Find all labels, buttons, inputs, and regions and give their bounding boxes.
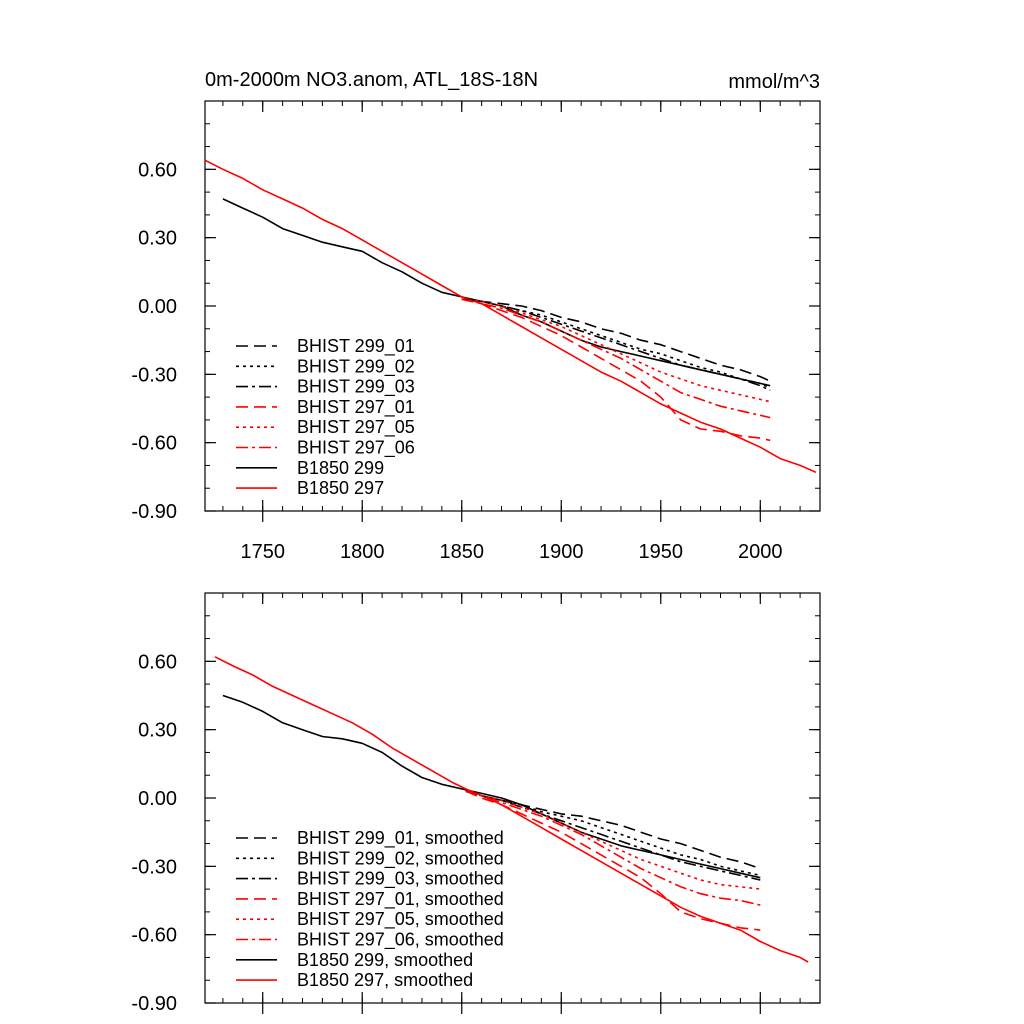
x-tick-label: 1800: [340, 541, 385, 563]
y-tick-label: 0.30: [138, 228, 177, 250]
chart-title: 0m-2000m NO3.anom, ATL_18S-18N: [205, 69, 538, 91]
x-tick-label: 1750: [240, 541, 285, 563]
y-tick-label: 0.60: [138, 651, 177, 673]
chart-units: mmol/m^3: [728, 71, 820, 93]
series-line-bhist-297-01: [461, 298, 771, 442]
series-line-bhist-297-05: [461, 298, 771, 403]
y-tick-label: -0.30: [131, 364, 177, 386]
y-tick-label: 0.00: [138, 296, 177, 318]
series-line-bhist-299-03: [461, 298, 771, 392]
legend-label: BHIST 297_05, smoothed: [297, 909, 504, 930]
legend-label: BHIST 297_01: [297, 397, 415, 418]
legend-label: BHIST 299_03, smoothed: [297, 869, 504, 890]
series-line-b1850-297: [204, 159, 817, 474]
series-line-bhist-297-06-smoothed: [465, 790, 761, 906]
series-line-bhist-297-05-smoothed: [465, 790, 761, 890]
series-line-bhist-299-01: [461, 298, 771, 382]
legend-label: BHIST 297_05: [297, 417, 415, 438]
y-tick-label: -0.60: [131, 433, 177, 455]
y-tick-label: 0.30: [138, 720, 177, 742]
y-tick-label: 0.60: [138, 159, 177, 181]
y-tick-label: -0.60: [131, 925, 177, 947]
legend-label: BHIST 299_01, smoothed: [297, 828, 504, 849]
legend-label: B1850 297, smoothed: [297, 970, 473, 990]
legend-label: BHIST 299_01: [297, 336, 415, 357]
legend-label: BHIST 297_06, smoothed: [297, 930, 504, 951]
legend-label: B1850 299: [297, 458, 384, 478]
series-line-bhist-297-06: [461, 298, 771, 419]
legend-label: BHIST 297_06: [297, 438, 415, 459]
series-line-bhist-299-03-smoothed: [465, 790, 761, 881]
series-line-b1850-297-smoothed: [214, 656, 809, 963]
x-tick-label: 2000: [738, 541, 783, 563]
legend-label: B1850 297: [297, 478, 384, 498]
y-tick-label: -0.30: [131, 856, 177, 878]
legend-label: BHIST 299_02: [297, 356, 415, 377]
x-tick-label: 1950: [639, 541, 684, 563]
legend-label: B1850 299, smoothed: [297, 950, 473, 970]
x-tick-label: 1850: [439, 541, 484, 563]
legend-label: BHIST 297_01, smoothed: [297, 889, 504, 910]
x-tick-label: 1900: [539, 541, 584, 563]
panel-bottom: 0.60 0.30 0.00 -0.30 -0.60 -0.90 BHIST 299_01,…: [131, 592, 821, 1015]
series-line-bhist-297-01-smoothed: [465, 790, 761, 931]
series-line-b1850-299-smoothed: [222, 694, 761, 879]
legend-label: BHIST 299_03: [297, 377, 415, 398]
y-tick-label: -0.90: [131, 993, 177, 1015]
y-tick-label: 0.00: [138, 788, 177, 810]
series-line-bhist-299-01-smoothed: [465, 790, 761, 870]
panel-top: 0m-2000m NO3.anom, ATL_18S-18N mmol/m^3 …: [131, 69, 821, 563]
legend-label: BHIST 299_02, smoothed: [297, 848, 504, 869]
y-tick-label: -0.90: [131, 501, 177, 523]
